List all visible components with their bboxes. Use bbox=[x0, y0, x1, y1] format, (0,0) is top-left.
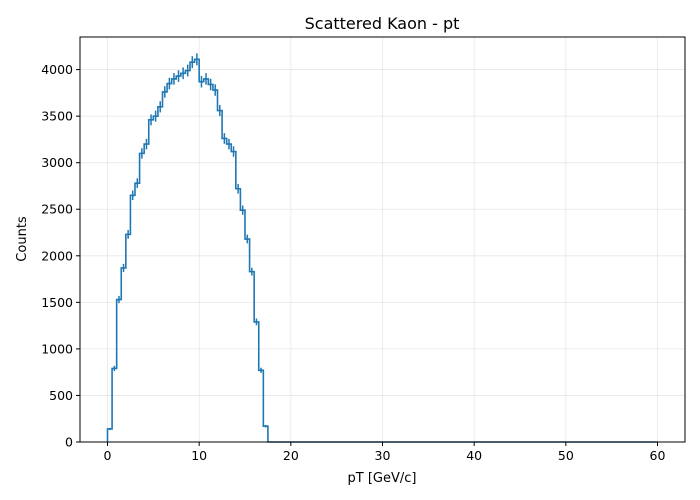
x-tick-label: 10 bbox=[191, 448, 207, 463]
y-tick-label: 4000 bbox=[41, 62, 73, 77]
y-axis-ticks: 0 500 1000 1500 2000 2500 3000 3500 4000 bbox=[41, 62, 80, 450]
plot-background bbox=[80, 37, 685, 442]
x-axis-title: pT [GeV/c] bbox=[348, 471, 417, 486]
y-tick-label: 1000 bbox=[41, 341, 73, 356]
x-tick-label: 40 bbox=[466, 448, 482, 463]
y-tick-label: 1500 bbox=[41, 295, 73, 310]
x-tick-label: 0 bbox=[104, 448, 112, 463]
y-tick-label: 3000 bbox=[41, 155, 73, 170]
y-tick-label: 2000 bbox=[41, 248, 73, 263]
error-bars bbox=[109, 53, 267, 431]
y-tick-label: 3500 bbox=[41, 109, 73, 124]
x-tick-label: 20 bbox=[283, 448, 299, 463]
x-tick-label: 50 bbox=[558, 448, 574, 463]
y-tick-label: 2500 bbox=[41, 202, 73, 217]
x-tick-label: 30 bbox=[375, 448, 391, 463]
x-axis-ticks: 0 10 20 30 40 50 60 bbox=[104, 442, 666, 463]
x-tick-label: 60 bbox=[650, 448, 666, 463]
chart-title: Scattered Kaon - pt bbox=[305, 14, 460, 33]
y-tick-label: 500 bbox=[49, 388, 73, 403]
y-tick-label: 0 bbox=[65, 435, 73, 450]
y-axis-title: Counts bbox=[15, 216, 30, 262]
